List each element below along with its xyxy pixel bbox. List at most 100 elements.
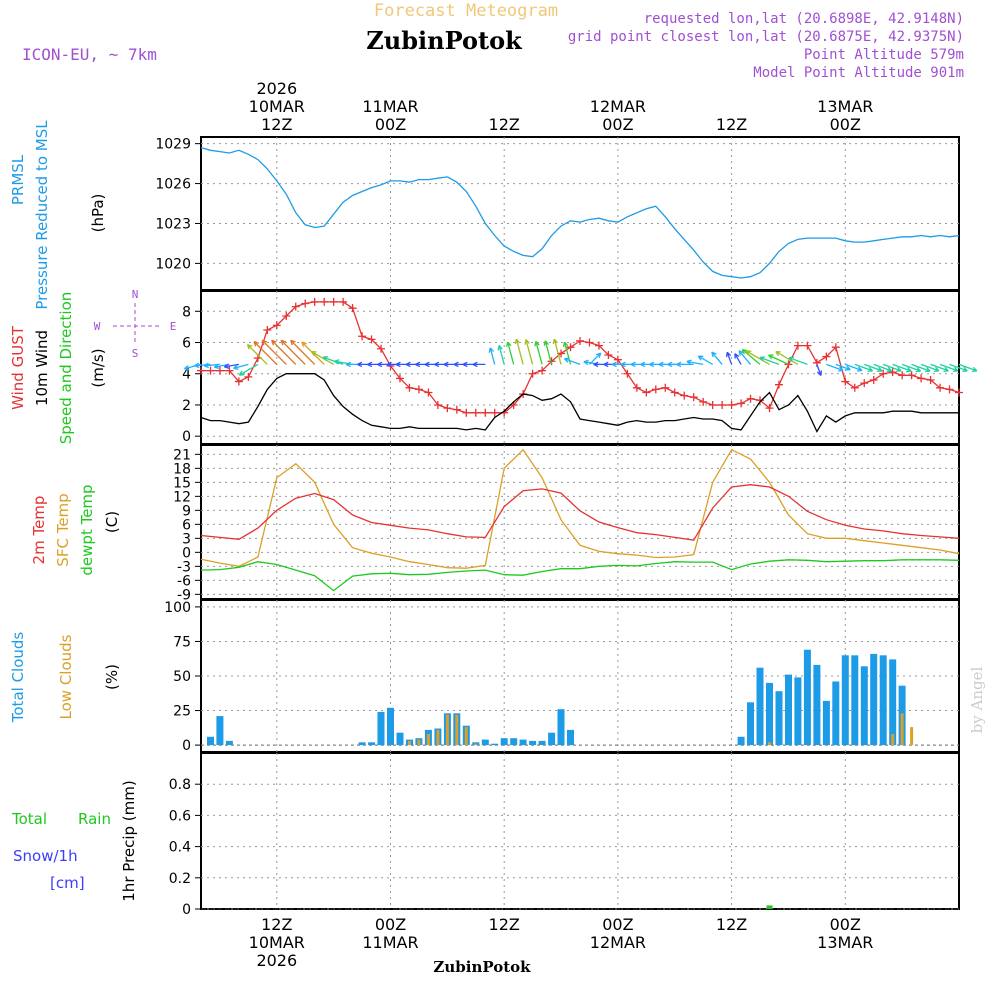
sfc-label: SFC Temp	[54, 493, 72, 566]
wind-arrow	[882, 363, 902, 373]
wind-arrow	[892, 363, 912, 373]
gust-marker	[746, 394, 755, 403]
total-cloud-bar	[548, 732, 556, 746]
gust-marker	[632, 383, 641, 392]
temp2m-label: 2m Temp	[30, 496, 48, 565]
top-time-label: 12Z	[489, 115, 520, 134]
gust-marker	[917, 374, 926, 383]
total-cloud-bar	[775, 691, 783, 746]
wind-arrow	[253, 340, 278, 365]
pressure-units: (hPa)	[89, 194, 107, 233]
gust-marker	[642, 388, 651, 397]
wind-line	[200, 373, 959, 433]
wind-ytick-label: 6	[182, 336, 191, 352]
total-cloud-bar	[870, 653, 878, 746]
top-time-label: 12MAR	[590, 97, 646, 116]
wind-ytick-label: 8	[182, 304, 191, 320]
gust-marker	[604, 351, 613, 360]
wind-arrow	[697, 355, 714, 365]
gust-marker	[860, 379, 869, 388]
top-time-label: 00Z	[375, 115, 406, 134]
gust-marker	[225, 366, 234, 375]
gust-marker	[926, 375, 935, 384]
temperature-ytick-label: 21	[173, 447, 191, 463]
gust-marker	[215, 366, 224, 375]
gust-marker	[320, 297, 329, 306]
gust-marker	[424, 388, 433, 397]
total-cloud-bar	[766, 682, 773, 746]
plot-layer: 102010231026102902468-9-6-30369121518210…	[155, 79, 978, 970]
low-cloud-bar	[891, 734, 895, 746]
gust-label: Wind GUST	[9, 325, 27, 410]
pressure-ytick-label: 1026	[155, 177, 191, 193]
bottom-time-label: 2026	[256, 951, 297, 970]
gust-marker	[414, 385, 423, 394]
gust-marker	[452, 405, 461, 414]
wind-arrow	[322, 355, 344, 366]
gust-marker	[708, 400, 717, 409]
gust-marker	[737, 399, 746, 408]
gust-marker	[263, 326, 272, 335]
clouds-ytick-label: 50	[173, 669, 191, 685]
wind-arrow	[939, 363, 959, 373]
top-time-label: 2026	[256, 79, 297, 98]
temp-units: (C)	[103, 511, 121, 533]
gust-marker	[793, 341, 802, 350]
precip-ytick-label: 0.4	[169, 840, 191, 856]
gust-marker	[339, 297, 348, 306]
total-cloud-bar	[747, 702, 754, 746]
bottom-time-label: 11MAR	[362, 933, 418, 952]
total-cloud-bar	[377, 711, 385, 746]
total-cloud-bar	[822, 700, 830, 746]
gust-marker	[670, 388, 679, 397]
rain-label: Rain	[78, 810, 111, 828]
closest-coords: grid point closest lon,lat (20.6875E, 42…	[568, 29, 964, 45]
wind-arrow	[271, 339, 297, 365]
wind-arrow	[506, 341, 515, 365]
wind-arrow	[233, 363, 249, 370]
wind-arrow	[488, 347, 496, 365]
wind-label: 10m Wind	[33, 330, 51, 406]
gust-marker	[803, 341, 812, 350]
total-cloud-bar	[387, 707, 394, 746]
total-cloud-bar	[557, 709, 565, 746]
wind-arrow	[930, 363, 949, 373]
top-time-label: 10MAR	[249, 97, 305, 116]
low-cloud-bar	[910, 727, 914, 746]
gust-marker	[234, 377, 243, 386]
compass-w: W	[94, 320, 101, 333]
snow-cm-label: [cm]	[50, 874, 85, 892]
temperature-ytick-label: -3	[177, 559, 191, 575]
gust-marker	[623, 369, 632, 378]
gust-marker	[206, 366, 215, 375]
watermark: by Angel	[968, 666, 986, 733]
clouds-ytick-label: 100	[164, 600, 191, 616]
gust-marker	[395, 374, 404, 383]
model-label: ICON-EU, ~ 7km	[22, 45, 157, 64]
compass-n: N	[132, 288, 139, 301]
gust-marker	[481, 408, 490, 417]
wind-ytick-label: 2	[182, 398, 191, 414]
total-cloud-bar	[358, 742, 366, 746]
gust-marker	[462, 408, 471, 417]
gust-marker	[367, 335, 376, 344]
gust-marker	[282, 311, 291, 320]
top-time-label: 12Z	[261, 115, 292, 134]
wind-arrow	[958, 363, 978, 373]
wind-arrow	[741, 348, 761, 365]
snow-label: Snow/1h	[13, 847, 78, 865]
total-cloud-bar	[794, 677, 802, 746]
pressure-ytick-label: 1020	[155, 256, 191, 272]
wind-arrow	[497, 344, 505, 365]
precip-ytick-label: 0.8	[169, 777, 191, 793]
total-label: Total	[11, 810, 47, 828]
total-cloud-bar	[841, 655, 849, 746]
total-cloud-bar	[567, 729, 574, 746]
gust-marker	[538, 366, 547, 375]
dewpt-line	[200, 559, 960, 592]
gust-marker	[888, 368, 897, 377]
gust-marker	[443, 404, 452, 413]
bottom-time-label: 12Z	[716, 915, 747, 934]
wind-arrow	[788, 356, 808, 366]
